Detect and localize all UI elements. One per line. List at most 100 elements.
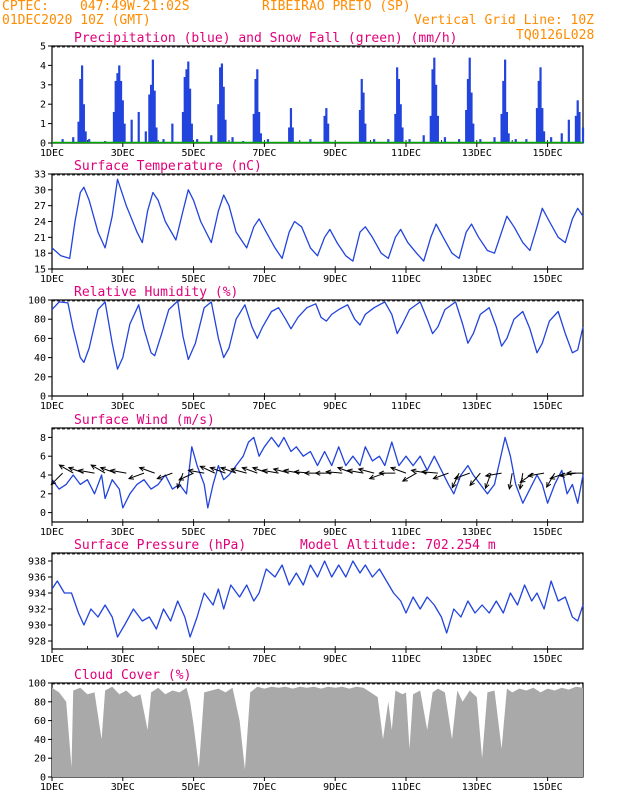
y-tick-label: 18 (34, 249, 46, 260)
panel-cloud: Cloud Cover (%) 0 20 40 60 80 100 1DEC 3DEC 5DEC 7… (28, 668, 584, 793)
wind-vector-head (67, 466, 74, 472)
wind-vector-head (109, 468, 116, 474)
precip-bar (254, 78, 257, 143)
wind-vector (90, 464, 106, 474)
precip-bar (61, 139, 64, 143)
precip-bar (493, 137, 496, 143)
precip-bar (578, 111, 581, 143)
wind-vector-head (389, 466, 396, 472)
wind-vector-head (251, 466, 258, 472)
header-run: 01DEC2020 10Z (GMT) (2, 13, 151, 28)
wind-vector-head (453, 474, 460, 480)
y-tick-label: 21 (34, 233, 46, 244)
y-tick-label: 100 (28, 296, 46, 307)
x-tick-label: 3DEC (111, 401, 135, 412)
precip-bar (114, 80, 117, 143)
y-tick-label: 8 (40, 433, 46, 444)
wind-vector-head (507, 483, 513, 491)
x-tick-label: 15DEC (533, 274, 563, 285)
x-tick-label: 9DEC (323, 401, 347, 412)
wind-vector (210, 467, 226, 474)
temp-series-line (51, 178, 584, 262)
precip-bar (514, 139, 517, 143)
x-tick-label: 3DEC (111, 527, 135, 538)
precip-bar (436, 115, 439, 143)
precip-bar (542, 131, 546, 143)
precip-bar (224, 119, 227, 143)
wind-vector (411, 469, 428, 474)
y-tick-label: 0 (40, 508, 46, 519)
precip-bar (210, 135, 213, 143)
precip-bar (468, 57, 471, 143)
wind-vector-head (199, 465, 206, 471)
x-tick-label: 11DEC (391, 782, 421, 793)
precip-bar (185, 69, 188, 143)
wind-vector-head (282, 468, 290, 474)
wind-vector (231, 468, 247, 474)
precip-bar (537, 80, 540, 143)
wind-vector-head (138, 466, 145, 472)
wind-vector (528, 472, 545, 477)
wind-vector (128, 472, 145, 480)
wind-vector (326, 471, 343, 474)
wind-vector (454, 472, 470, 480)
x-tick-label: 9DEC (323, 782, 347, 793)
precip-bar (84, 131, 87, 143)
panel-temp: Surface Temperature (nC) 15 18 21 24 27 30 33 1D… (34, 159, 584, 285)
wind-vector (157, 472, 173, 480)
precip-bar (466, 78, 470, 143)
wind-vector (347, 469, 364, 474)
wind-vector (469, 472, 481, 486)
wind-vector (178, 472, 194, 481)
precip-bar (151, 59, 154, 143)
wind-vector (200, 465, 216, 474)
precip-bar (399, 104, 402, 143)
precip-bar (443, 137, 447, 143)
wind-vector (139, 467, 155, 474)
wind-vector-head (420, 469, 427, 475)
panel-wind: Surface Wind (m/s) 0 2 4 6 8 1DEC 3DEC 5DEC 7DEC 9… (40, 413, 584, 538)
x-tick-label: 11DEC (391, 401, 421, 412)
plot-frame (51, 552, 584, 650)
y-tick-label: 932 (28, 605, 46, 616)
precip-bar (153, 90, 156, 143)
wind-vector-head (549, 474, 556, 480)
wind-vector (433, 472, 449, 480)
header-model: TQ0126L028 (516, 28, 595, 43)
precip-bar (567, 119, 570, 143)
panel-note: Model Altitude: 702.254 m (300, 538, 496, 553)
x-tick-label: 7DEC (252, 527, 276, 538)
precip-bar (465, 110, 468, 143)
wind-vector-head (368, 474, 375, 480)
y-tick-label: 80 (34, 315, 46, 326)
precip-bar (323, 115, 326, 143)
x-tick-label: 9DEC (323, 527, 347, 538)
precip-bar (535, 108, 539, 143)
precip-bar (259, 133, 262, 143)
precip-bar (80, 65, 84, 143)
y-tick-label: 60 (34, 334, 46, 345)
y-tick-label: 3 (40, 80, 46, 91)
x-tick-label: 1DEC (40, 782, 64, 793)
x-tick-label: 15DEC (533, 654, 563, 665)
precip-bar (188, 88, 192, 143)
precip-bar (479, 139, 482, 143)
plot-frame (51, 299, 584, 397)
wind-vector-head (303, 470, 310, 476)
precip-bar (79, 78, 82, 143)
header-org: CPTEC: (2, 0, 49, 14)
wind-vector (402, 472, 417, 482)
precip-bar (507, 133, 510, 143)
precip-bar (504, 59, 507, 143)
x-tick-label: 1DEC (40, 274, 64, 285)
wind-vector-head (484, 472, 491, 478)
wind-vector-head (336, 466, 343, 472)
x-tick-label: 7DEC (252, 782, 276, 793)
x-tick-label: 1DEC (40, 401, 64, 412)
y-tick-label: 2 (40, 100, 46, 111)
precip-bar (222, 86, 225, 143)
precip-bar (360, 78, 363, 143)
precip-bar (541, 108, 544, 143)
speed-series-line (51, 436, 584, 509)
wind-vector-head (559, 472, 566, 478)
